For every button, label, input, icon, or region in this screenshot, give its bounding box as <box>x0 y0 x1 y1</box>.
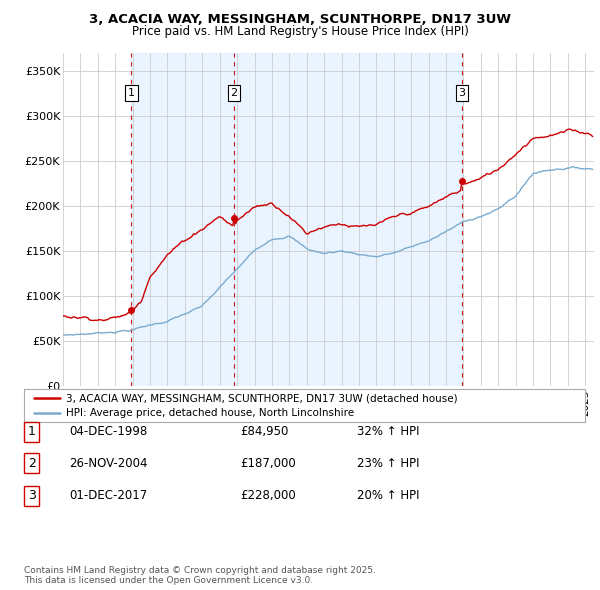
Bar <box>131 53 234 386</box>
Text: 32% ↑ HPI: 32% ↑ HPI <box>357 425 419 438</box>
Bar <box>234 53 462 386</box>
Text: 23% ↑ HPI: 23% ↑ HPI <box>357 457 419 470</box>
Text: 3: 3 <box>28 489 36 502</box>
Text: £228,000: £228,000 <box>240 489 296 502</box>
Text: £187,000: £187,000 <box>240 457 296 470</box>
Text: 2: 2 <box>230 88 238 98</box>
Text: 20% ↑ HPI: 20% ↑ HPI <box>357 489 419 502</box>
Text: 2: 2 <box>28 457 36 470</box>
Text: 26-NOV-2004: 26-NOV-2004 <box>69 457 148 470</box>
Text: 01-DEC-2017: 01-DEC-2017 <box>69 489 147 502</box>
Text: 3, ACACIA WAY, MESSINGHAM, SCUNTHORPE, DN17 3UW: 3, ACACIA WAY, MESSINGHAM, SCUNTHORPE, D… <box>89 13 511 26</box>
Text: £84,950: £84,950 <box>240 425 289 438</box>
Text: Price paid vs. HM Land Registry's House Price Index (HPI): Price paid vs. HM Land Registry's House … <box>131 25 469 38</box>
Text: 1: 1 <box>28 425 36 438</box>
Text: 3: 3 <box>458 88 466 98</box>
Text: 04-DEC-1998: 04-DEC-1998 <box>69 425 147 438</box>
Text: HPI: Average price, detached house, North Lincolnshire: HPI: Average price, detached house, Nort… <box>66 408 354 418</box>
Text: Contains HM Land Registry data © Crown copyright and database right 2025.
This d: Contains HM Land Registry data © Crown c… <box>24 566 376 585</box>
Text: 1: 1 <box>128 88 135 98</box>
Text: 3, ACACIA WAY, MESSINGHAM, SCUNTHORPE, DN17 3UW (detached house): 3, ACACIA WAY, MESSINGHAM, SCUNTHORPE, D… <box>66 393 458 403</box>
